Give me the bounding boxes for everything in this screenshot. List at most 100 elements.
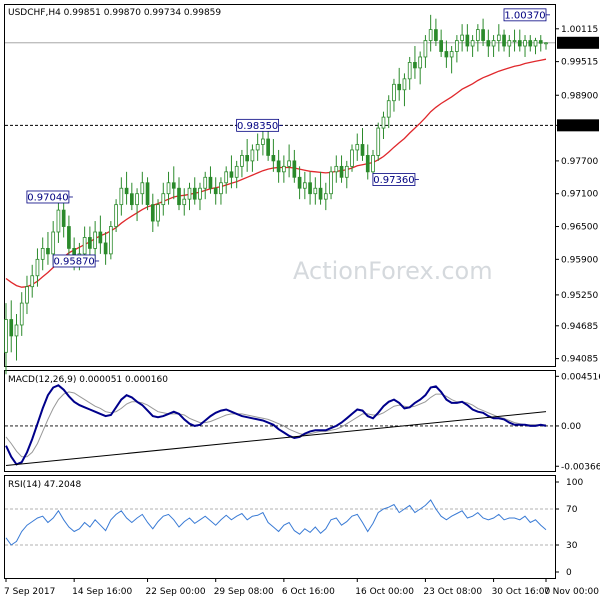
- candle-body: [402, 78, 407, 91]
- candle: [449, 46, 454, 74]
- candle-body: [376, 127, 381, 156]
- candle-body: [103, 242, 108, 255]
- candle: [538, 35, 543, 52]
- candle: [292, 149, 297, 183]
- candle-body: [255, 144, 260, 151]
- candle-body: [145, 182, 150, 206]
- candle: [544, 42, 548, 50]
- candle-body: [124, 187, 129, 195]
- level-tag-text: 0.98350: [559, 121, 596, 131]
- candle: [418, 51, 423, 85]
- candle-body: [413, 62, 417, 69]
- candle-body: [156, 204, 160, 222]
- candle: [481, 18, 485, 47]
- candle: [455, 35, 459, 63]
- candle-body: [323, 193, 328, 200]
- annotation-box: [236, 118, 280, 132]
- rsi-panel-title: RSI(14) 47.2048: [8, 480, 81, 490]
- candle: [14, 314, 19, 361]
- candle: [381, 111, 386, 140]
- candle: [313, 177, 318, 205]
- candle: [161, 182, 166, 216]
- candle-body: [381, 116, 386, 129]
- candle-body: [302, 182, 307, 189]
- candle-body: [512, 40, 517, 42]
- candle-body: [114, 204, 118, 227]
- candle: [470, 35, 475, 57]
- price-annotation: 0.98350: [236, 118, 283, 132]
- candle-body: [533, 40, 538, 47]
- macd-panel-frame: [4, 370, 556, 472]
- candle-body: [318, 187, 323, 200]
- candle: [93, 221, 97, 260]
- candle: [392, 78, 396, 112]
- x-tick-label: 7 Sep 2017: [4, 587, 55, 597]
- candle: [507, 35, 512, 57]
- x-tick-label: 6 Oct 16:00: [282, 587, 335, 597]
- candle: [177, 177, 181, 211]
- candle: [339, 155, 344, 183]
- candle: [276, 149, 281, 183]
- candle: [318, 171, 323, 205]
- candle-body: [14, 324, 19, 337]
- candle-body: [51, 231, 56, 255]
- candle: [25, 275, 29, 315]
- candle-body: [360, 144, 365, 156]
- price-tick-label: 0.97700: [561, 157, 598, 167]
- candle-body: [182, 198, 187, 206]
- candle-body: [538, 40, 543, 44]
- macd-tick-label: -0.003668: [561, 462, 600, 472]
- candle-body: [171, 182, 176, 189]
- candle: [350, 144, 354, 172]
- candle: [30, 264, 35, 298]
- candle-body: [329, 171, 333, 195]
- candle-body: [88, 237, 92, 249]
- candle-body: [460, 34, 464, 41]
- rsi-line: [5, 499, 547, 546]
- candle-body: [439, 40, 443, 52]
- candle-body: [150, 204, 155, 222]
- candle-body: [282, 165, 286, 173]
- candle: [287, 144, 291, 178]
- price-tick-label: 0.94085: [561, 355, 598, 365]
- macd-y-axis: 0.004516 0.00 -0.003668: [555, 372, 600, 472]
- price-annotation: 0.97040: [26, 190, 73, 203]
- candle-body: [276, 160, 281, 173]
- candle: [523, 35, 527, 57]
- x-tick-label: 23 Oct 08:00: [423, 587, 482, 597]
- candle: [491, 35, 496, 57]
- candle: [460, 24, 464, 52]
- candle-body: [313, 187, 318, 195]
- price-panel-frame: [4, 4, 556, 367]
- last-price-tag: 0.99859: [557, 36, 599, 49]
- candle-body: [344, 165, 349, 178]
- candle: [129, 182, 134, 211]
- candle: [224, 166, 229, 194]
- candle-body: [266, 138, 270, 156]
- candle: [360, 128, 365, 161]
- price-tick-label: 0.98900: [561, 91, 598, 101]
- candle-body: [56, 209, 61, 233]
- candle-body: [240, 155, 244, 167]
- candle: [386, 95, 391, 129]
- candle: [517, 29, 522, 52]
- x-tick-label: 14 Sep 16:00: [72, 587, 132, 597]
- watermark: ActionForex.com: [293, 257, 493, 285]
- candle-body: [25, 286, 29, 304]
- candle: [323, 182, 328, 211]
- candle-body: [119, 187, 124, 206]
- candle: [502, 29, 506, 52]
- candle: [140, 171, 145, 205]
- price-annotations: 1.00370 0.98350 0.97360 0.97040 0.95870: [26, 8, 550, 267]
- candle: [40, 237, 45, 271]
- candle-body: [339, 165, 344, 178]
- rsi-tick-label: 100: [566, 478, 583, 488]
- candle-body: [297, 176, 302, 189]
- price-annotation: 0.97360: [372, 173, 419, 186]
- macd-tick-label: 0.004516: [561, 372, 600, 382]
- candle: [145, 177, 150, 211]
- candle: [19, 292, 24, 336]
- candle-body: [82, 237, 87, 255]
- candle-body: [470, 40, 475, 47]
